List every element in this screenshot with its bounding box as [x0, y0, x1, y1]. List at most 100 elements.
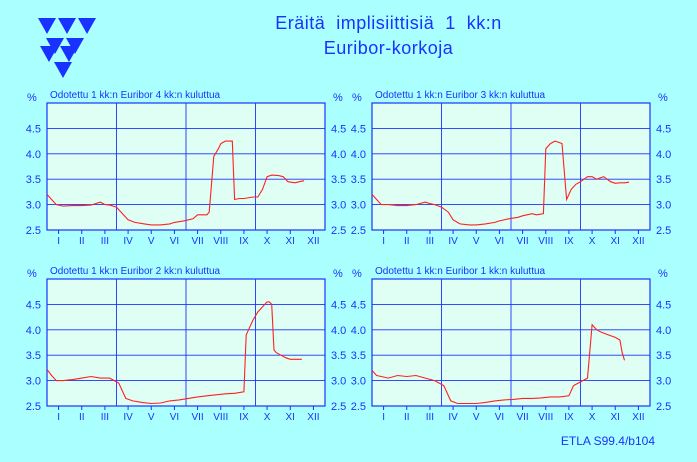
chart-panel-4: Odotettu 1 kk:n Euribor 1 kk:n kuluttua 2…	[351, 266, 672, 423]
x-tick-label: I	[57, 236, 60, 247]
y-tick-label-right: 4.0	[331, 149, 346, 161]
y-tick-label-right: 3.0	[656, 376, 671, 388]
y-tick-label-left: 3.0	[351, 376, 366, 388]
y-tick-label-left: 4.5	[351, 299, 366, 311]
y-unit-label-right: %	[333, 268, 343, 280]
x-tick-label: VIII	[213, 236, 228, 247]
x-tick-label: IV	[123, 236, 133, 247]
x-tick-label: IX	[239, 412, 249, 423]
x-tick-label: II	[404, 412, 410, 423]
y-tick-label-left: 3.5	[351, 350, 366, 362]
x-tick-label: VI	[495, 412, 504, 423]
x-tick-label: XI	[611, 236, 620, 247]
y-tick-label-right: 3.5	[331, 350, 346, 362]
y-tick-label-right: 2.5	[656, 401, 671, 413]
panel-title: Odotettu 1 kk:n Euribor 4 kk:n kuluttua	[50, 90, 221, 101]
y-tick-label-left: 3.5	[351, 174, 366, 186]
y-tick-label-left: 4.0	[26, 149, 41, 161]
y-tick-label-right: 2.5	[331, 225, 346, 237]
y-tick-label-left: 3.5	[26, 350, 41, 362]
y-tick-label-right: 4.5	[656, 123, 671, 135]
x-tick-label: XI	[611, 412, 620, 423]
x-tick-label: XI	[286, 236, 295, 247]
x-tick-label: XII	[632, 412, 644, 423]
series-line	[371, 140, 630, 226]
panel-title: Odotettu 1 kk:n Euribor 3 kk:n kuluttua	[375, 90, 546, 101]
y-tick-label-right: 4.0	[656, 149, 671, 161]
x-tick-label: I	[57, 412, 60, 423]
y-tick-label-right: 3.5	[331, 174, 346, 186]
x-tick-label: VII	[191, 412, 203, 423]
x-tick-label: I	[382, 236, 385, 247]
x-tick-label: IV	[448, 236, 458, 247]
x-tick-label: IV	[123, 412, 133, 423]
y-unit-label-right: %	[658, 268, 668, 280]
y-tick-label-left: 4.5	[26, 299, 41, 311]
y-tick-label-left: 4.0	[351, 149, 366, 161]
x-tick-label: X	[589, 236, 596, 247]
y-tick-label-right: 3.5	[656, 174, 671, 186]
chart-panel-2: Odotettu 1 kk:n Euribor 3 kk:n kuluttua 2…	[351, 90, 672, 247]
y-tick-label-left: 2.5	[26, 401, 41, 413]
x-tick-label: III	[426, 236, 434, 247]
panel-title: Odotettu 1 kk:n Euribor 2 kk:n kuluttua	[50, 266, 221, 277]
x-tick-label: IX	[239, 236, 249, 247]
x-tick-label: XII	[632, 236, 644, 247]
y-tick-label-right: 3.5	[656, 350, 671, 362]
x-tick-label: V	[473, 236, 480, 247]
y-tick-label-left: 4.0	[26, 325, 41, 337]
series-line	[371, 323, 626, 405]
x-tick-label: VI	[170, 236, 179, 247]
x-tick-label: III	[101, 412, 109, 423]
y-tick-label-left: 4.0	[351, 325, 366, 337]
x-tick-label: VIII	[538, 236, 553, 247]
x-tick-label: I	[382, 412, 385, 423]
x-tick-label: X	[264, 412, 271, 423]
y-tick-label-left: 3.0	[26, 376, 41, 388]
y-unit-label-left: %	[352, 92, 362, 104]
x-tick-label: VI	[170, 412, 179, 423]
y-unit-label-left: %	[352, 268, 362, 280]
chart-panel-3: Odotettu 1 kk:n Euribor 2 kk:n kuluttua 2…	[26, 266, 347, 423]
x-tick-label: VIII	[538, 412, 553, 423]
y-tick-label-left: 3.0	[26, 200, 41, 212]
x-tick-label: XI	[286, 412, 295, 423]
x-tick-label: V	[473, 412, 480, 423]
y-tick-label-left: 3.0	[351, 200, 366, 212]
y-unit-label-right: %	[658, 92, 668, 104]
y-tick-label-left: 2.5	[351, 225, 366, 237]
y-tick-label-left: 4.5	[351, 123, 366, 135]
series-line	[46, 301, 302, 405]
x-tick-label: V	[148, 412, 155, 423]
y-tick-label-right: 3.0	[331, 376, 346, 388]
x-tick-label: IX	[564, 412, 574, 423]
y-unit-label-left: %	[27, 268, 37, 280]
x-tick-label: X	[264, 236, 271, 247]
x-tick-label: II	[79, 412, 85, 423]
x-tick-label: VII	[516, 236, 528, 247]
x-tick-label: II	[404, 236, 410, 247]
series-line	[46, 140, 305, 226]
x-tick-label: III	[101, 236, 109, 247]
y-unit-label-left: %	[27, 92, 37, 104]
x-tick-label: IX	[564, 236, 574, 247]
x-tick-label: III	[426, 412, 434, 423]
y-tick-label-right: 4.0	[656, 325, 671, 337]
x-tick-label: VII	[191, 236, 203, 247]
source-footer: ETLA S99.4/b104	[560, 434, 655, 448]
y-unit-label-right: %	[333, 92, 343, 104]
x-tick-label: V	[148, 236, 155, 247]
y-tick-label-left: 2.5	[351, 401, 366, 413]
y-tick-label-left: 4.5	[26, 123, 41, 135]
x-tick-label: IV	[448, 412, 458, 423]
x-tick-label: X	[589, 412, 596, 423]
y-tick-label-right: 2.5	[331, 401, 346, 413]
x-tick-label: XII	[307, 236, 319, 247]
y-tick-label-right: 4.0	[331, 325, 346, 337]
x-tick-label: VIII	[213, 412, 228, 423]
etla-logo	[36, 16, 100, 89]
y-tick-label-right: 3.0	[331, 200, 346, 212]
y-tick-label-right: 3.0	[656, 200, 671, 212]
